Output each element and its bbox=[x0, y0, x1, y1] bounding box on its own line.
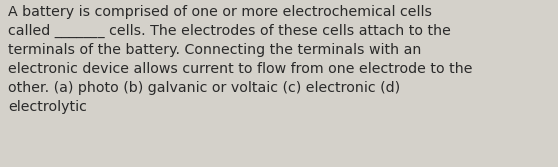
Text: A battery is comprised of one or more electrochemical cells
called _______ cells: A battery is comprised of one or more el… bbox=[8, 5, 472, 114]
